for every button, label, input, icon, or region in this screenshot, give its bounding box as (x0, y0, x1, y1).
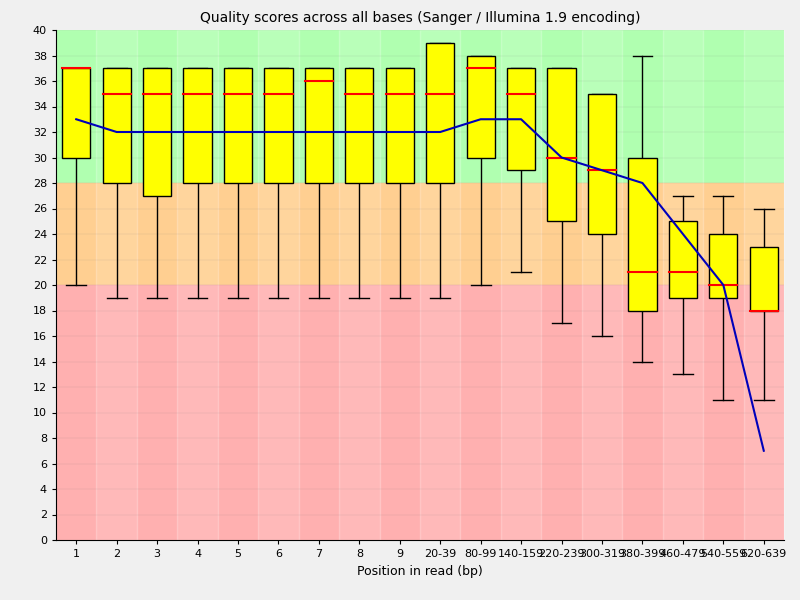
Bar (224, 68, 252, 183)
Bar (183, 68, 212, 183)
Bar (56, 30, 784, 183)
X-axis label: Position in read (bp): Position in read (bp) (357, 565, 483, 578)
Bar (466, 55, 495, 157)
Bar (588, 94, 616, 234)
Bar (750, 247, 778, 311)
Bar (628, 157, 657, 311)
Bar (345, 68, 374, 183)
Bar (56, 285, 784, 540)
Bar (56, 183, 784, 285)
Bar (507, 68, 535, 170)
Bar (669, 221, 697, 298)
Bar (143, 68, 171, 196)
Bar (386, 68, 414, 183)
Bar (305, 68, 333, 183)
Bar (102, 68, 131, 183)
Bar (264, 68, 293, 183)
Bar (547, 68, 576, 221)
Bar (426, 43, 454, 183)
Bar (62, 68, 90, 157)
Title: Quality scores across all bases (Sanger / Illumina 1.9 encoding): Quality scores across all bases (Sanger … (200, 11, 640, 25)
Bar (709, 234, 738, 298)
